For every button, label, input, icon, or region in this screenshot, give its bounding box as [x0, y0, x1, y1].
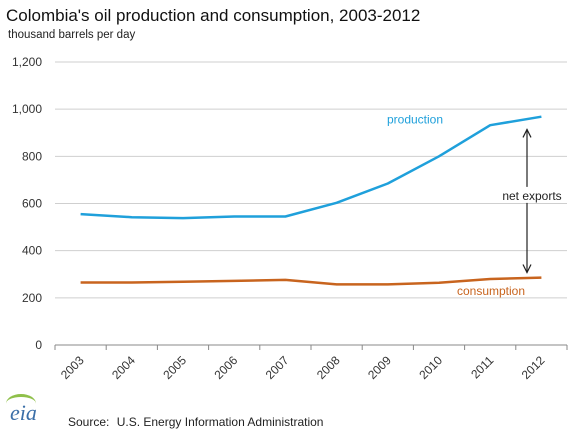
x-tick-label: 2011: [468, 353, 496, 381]
x-tick-label: 2012: [519, 353, 548, 382]
x-tick-label: 2007: [263, 353, 292, 382]
logo-arc: [6, 394, 36, 413]
x-tick-label: 2010: [416, 353, 445, 382]
x-tick-label: 2006: [212, 353, 241, 382]
x-tick-labels: 2003 2004 2005 2006 2007 2008 2009 2010 2011 2012: [58, 353, 548, 382]
y-tick-label: 0: [35, 338, 42, 352]
gridlines: [54, 61, 568, 350]
y-tick-label: 1,000: [12, 102, 42, 116]
y-tick-label: 800: [22, 149, 42, 163]
net-exports-arrowhead-bottom: [522, 264, 532, 274]
y-tick-label: 200: [22, 291, 42, 305]
net-exports-arrowhead-top: [522, 128, 532, 138]
eia-logo: eia: [6, 394, 37, 426]
x-tick-label: 2009: [365, 353, 394, 382]
net-exports-label: net exports: [502, 189, 561, 203]
series-lines: production consumption: [80, 112, 542, 298]
x-tick-label: 2008: [314, 353, 343, 382]
net-exports-annotation: net exports: [493, 128, 563, 274]
y-tick-labels: 0 200 400 600 800 1,000 1,200: [12, 55, 42, 352]
x-tick-label: 2003: [58, 353, 87, 382]
series-label-consumption: consumption: [457, 284, 525, 298]
y-tick-label: 1,200: [12, 55, 42, 69]
source-note: Source: U.S. Energy Information Administ…: [68, 415, 323, 429]
source-text: U.S. Energy Information Administration: [116, 415, 324, 429]
source-label: Source:: [68, 415, 110, 429]
x-tick-label: 2004: [109, 353, 138, 382]
net-exports-label-bg: [493, 186, 563, 203]
x-tick-label: 2005: [160, 353, 189, 382]
y-tick-label: 400: [22, 244, 42, 258]
series-line-production: [80, 115, 542, 220]
series-label-production: production: [387, 112, 443, 126]
chart-title: Colombia's oil production and consumptio…: [6, 6, 421, 25]
y-tick-label: 600: [22, 197, 42, 211]
series-line-consumption: [80, 276, 542, 286]
chart-subtitle: thousand barrels per day: [8, 29, 136, 41]
